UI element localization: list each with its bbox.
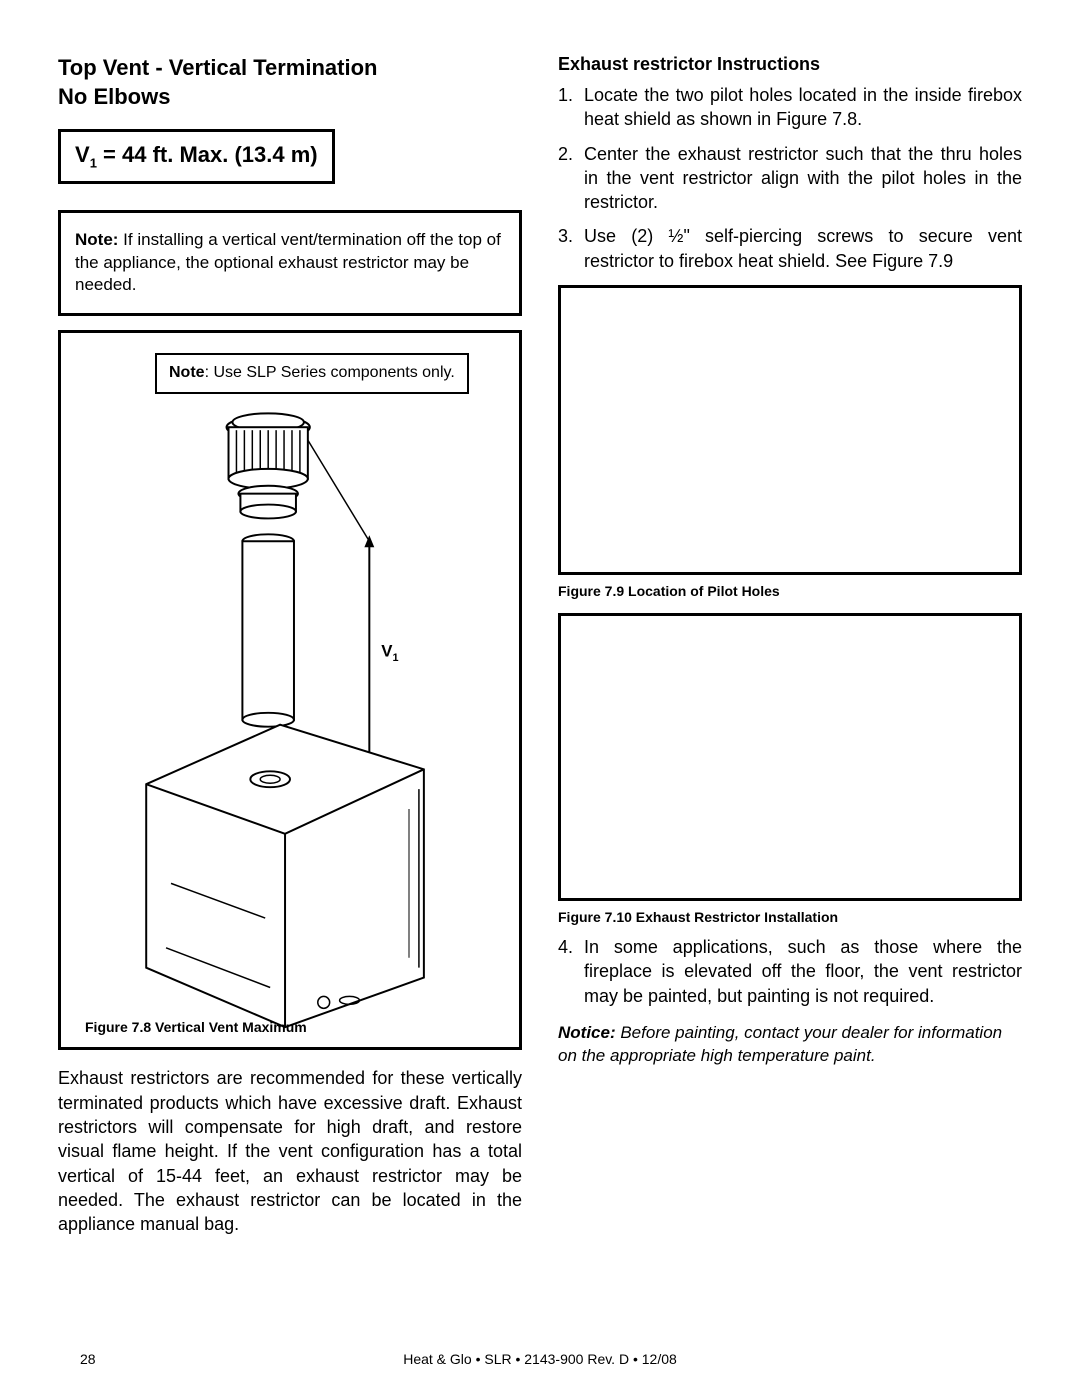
left-column: Top Vent - Vertical Termination No Elbow… bbox=[58, 54, 522, 1236]
formula-text: V1 = 44 ft. Max. (13.4 m) bbox=[75, 142, 318, 167]
note-lead: Note: bbox=[75, 230, 118, 249]
figure-7-8-caption: Figure 7.8 Vertical Vent Maximum bbox=[85, 1019, 307, 1035]
figure-7-9-caption: Figure 7.9 Location of Pilot Holes bbox=[558, 583, 1022, 599]
formula-sub: 1 bbox=[90, 156, 97, 171]
vent-cap-icon bbox=[227, 414, 310, 519]
item-number: 4. bbox=[558, 935, 573, 959]
item-text: In some applications, such as those wher… bbox=[584, 937, 1022, 1006]
title-line2: No Elbows bbox=[58, 84, 170, 109]
notice-body: Before painting, contact your dealer for… bbox=[558, 1023, 1002, 1065]
formula-v: V bbox=[75, 142, 90, 167]
inner-note-rest: : Use SLP Series components only. bbox=[205, 364, 455, 381]
note-box: Note: If installing a vertical vent/term… bbox=[58, 210, 522, 317]
formula-box: V1 = 44 ft. Max. (13.4 m) bbox=[58, 129, 335, 183]
figure-7-10-box bbox=[558, 613, 1022, 901]
instruction-item-4: 4. In some applications, such as those w… bbox=[558, 935, 1022, 1008]
instruction-item-1: 1. Locate the two pilot holes located in… bbox=[558, 83, 1022, 132]
item-text: Locate the two pilot holes located in th… bbox=[584, 85, 1022, 129]
instruction-item-2: 2. Center the exhaust restrictor such th… bbox=[558, 142, 1022, 215]
vent-pipe-icon bbox=[242, 535, 294, 727]
item-number: 1. bbox=[558, 83, 573, 107]
section-title: Top Vent - Vertical Termination No Elbow… bbox=[58, 54, 522, 111]
right-column: Exhaust restrictor Instructions 1. Locat… bbox=[558, 54, 1022, 1236]
left-paragraph: Exhaust restrictors are recommended for … bbox=[58, 1066, 522, 1236]
two-column-layout: Top Vent - Vertical Termination No Elbow… bbox=[58, 54, 1022, 1236]
inner-note-lead: Note bbox=[169, 364, 205, 381]
vent-diagram: V1 bbox=[61, 333, 519, 1047]
figure-7-9-box bbox=[558, 285, 1022, 575]
title-line1: Top Vent - Vertical Termination bbox=[58, 55, 377, 80]
instruction-item-3: 3. Use (2) ½" self-piercing screws to se… bbox=[558, 224, 1022, 273]
item-number: 3. bbox=[558, 224, 573, 248]
item-text: Center the exhaust restrictor such that … bbox=[584, 144, 1022, 213]
notice-text: Notice: Before painting, contact your de… bbox=[558, 1022, 1022, 1068]
figure-7-8-box: Note: Use SLP Series components only. bbox=[58, 330, 522, 1050]
formula-rest: = 44 ft. Max. (13.4 m) bbox=[97, 142, 318, 167]
dimension-arrow bbox=[282, 440, 374, 765]
firebox-icon bbox=[146, 725, 424, 1027]
inner-note-box: Note: Use SLP Series components only. bbox=[155, 353, 469, 394]
note-text: Note: If installing a vertical vent/term… bbox=[75, 229, 505, 298]
item-text: Use (2) ½" self-piercing screws to secur… bbox=[584, 226, 1022, 270]
figure-7-10-caption: Figure 7.10 Exhaust Restrictor Installat… bbox=[558, 909, 1022, 925]
v1-label: V1 bbox=[381, 642, 398, 665]
notice-lead: Notice: bbox=[558, 1023, 616, 1042]
instructions-heading: Exhaust restrictor Instructions bbox=[558, 54, 1022, 75]
note-body: If installing a vertical vent/terminatio… bbox=[75, 230, 501, 295]
footer-text: Heat & Glo • SLR • 2143-900 Rev. D • 12/… bbox=[0, 1351, 1080, 1367]
item-number: 2. bbox=[558, 142, 573, 166]
